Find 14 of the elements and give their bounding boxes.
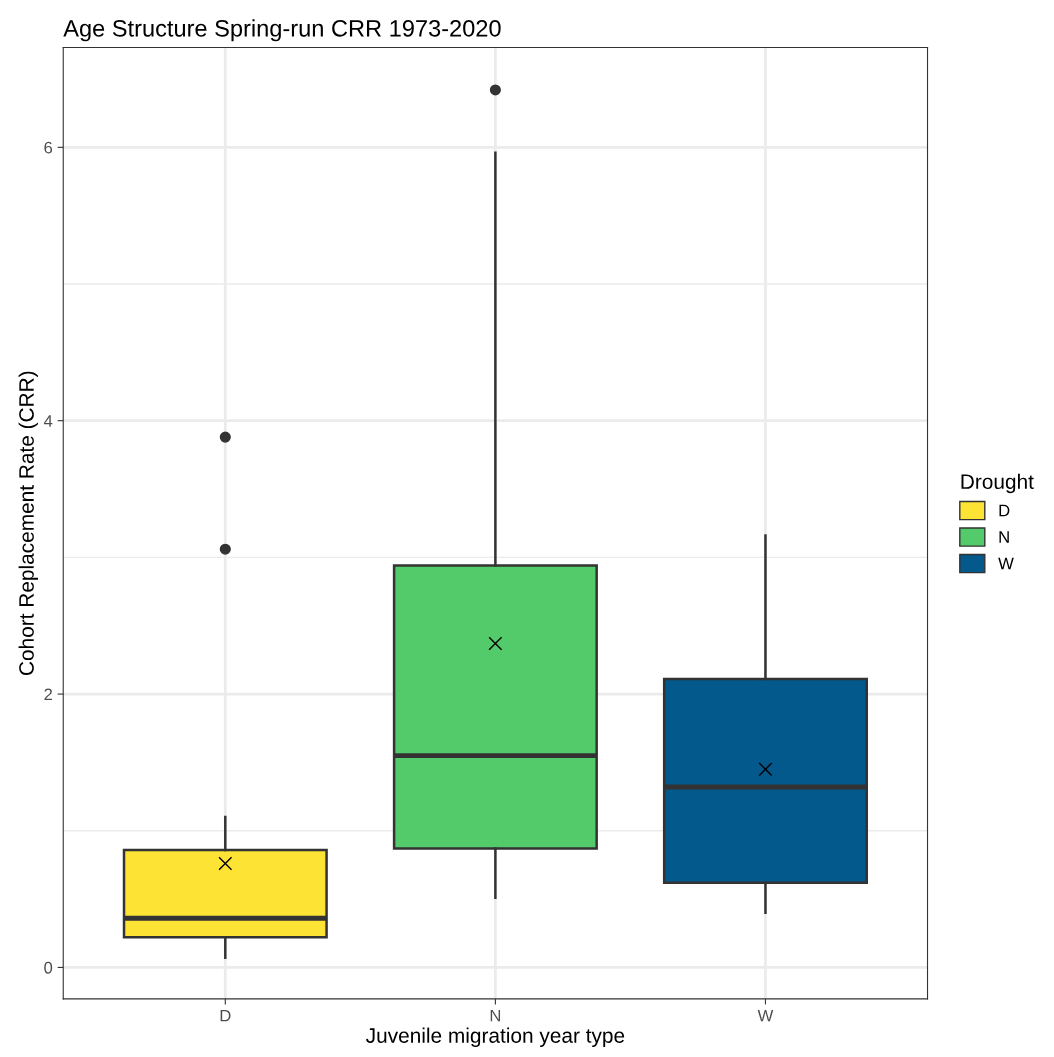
y-tick-label: 4 — [43, 415, 53, 427]
y-tick-label: 6 — [44, 141, 53, 154]
legend-title: Drought — [961, 473, 1034, 494]
y-tick-label: 2 — [44, 688, 52, 701]
x-tick-label: N — [490, 1009, 501, 1022]
legend-label: N — [999, 531, 1009, 543]
y-axis-title: Cohort Replacement Rate (CRR) — [18, 371, 38, 675]
x-axis-title: Juvenile migration year type — [366, 1027, 625, 1048]
x-tick-label: D — [220, 1009, 231, 1022]
chart-title: Age Structure Spring-run CRR 1973-2020 — [63, 19, 501, 42]
legend-label: D — [999, 504, 1010, 517]
x-tick-label: W — [757, 1009, 774, 1022]
y-tick-label: 0 — [44, 961, 53, 974]
legend-label: W — [998, 557, 1014, 570]
